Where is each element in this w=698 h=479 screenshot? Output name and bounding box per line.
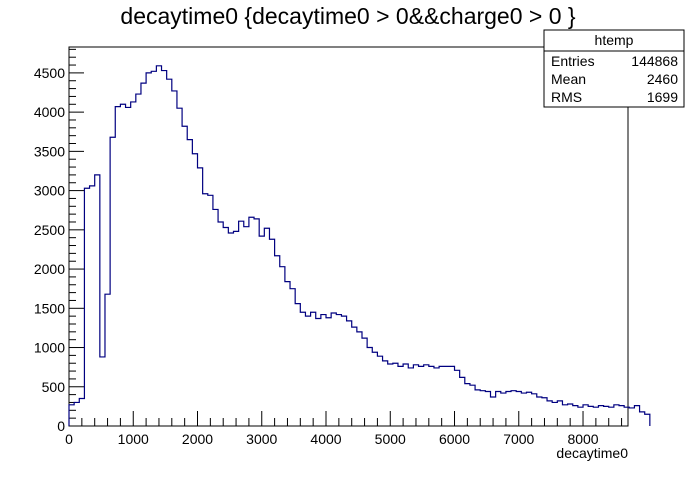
stats-box-title: htemp — [595, 32, 634, 48]
y-tick-label: 4000 — [34, 104, 65, 120]
x-tick-label: 2000 — [182, 431, 213, 447]
x-tick-label: 3000 — [246, 431, 277, 447]
x-tick-label: 1000 — [118, 431, 149, 447]
histogram-series — [68, 65, 651, 426]
y-tick-label: 2000 — [34, 261, 65, 277]
y-tick-label: 4500 — [34, 65, 65, 81]
y-tick-label: 1500 — [34, 300, 65, 316]
x-tick-label: 6000 — [439, 431, 470, 447]
y-tick-label: 0 — [57, 418, 65, 434]
y-tick-label: 3500 — [34, 143, 65, 159]
x-tick-label: 5000 — [375, 431, 406, 447]
stats-value-rms: 1699 — [647, 89, 678, 105]
stats-label-entries: Entries — [551, 53, 595, 69]
y-axis: 0 500 1000 1500 2000 2500 3000 3500 4000 4500 — [34, 48, 84, 434]
x-tick-label: 4000 — [310, 431, 341, 447]
chart-title: decaytime0 {decaytime0 > 0&&charge0 > 0 … — [120, 3, 576, 29]
y-tick-label: 2500 — [34, 222, 65, 238]
x-axis: 0 1000 2000 3000 4000 5000 6000 7000 8000 — [65, 411, 623, 447]
stats-value-entries: 144868 — [631, 53, 678, 69]
stats-value-mean: 2460 — [647, 71, 678, 87]
x-tick-label: 0 — [65, 431, 73, 447]
stats-box: htemp Entries 144868 Mean 2460 RMS 1699 — [543, 29, 685, 108]
x-tick-label: 8000 — [567, 431, 598, 447]
y-tick-label: 1000 — [34, 340, 65, 356]
x-axis-label: decaytime0 — [556, 445, 628, 461]
y-tick-label: 3000 — [34, 183, 65, 199]
stats-label-mean: Mean — [551, 71, 586, 87]
plot-frame — [68, 46, 629, 427]
stats-label-rms: RMS — [551, 89, 582, 105]
y-tick-label: 500 — [42, 379, 66, 395]
x-tick-label: 7000 — [503, 431, 534, 447]
